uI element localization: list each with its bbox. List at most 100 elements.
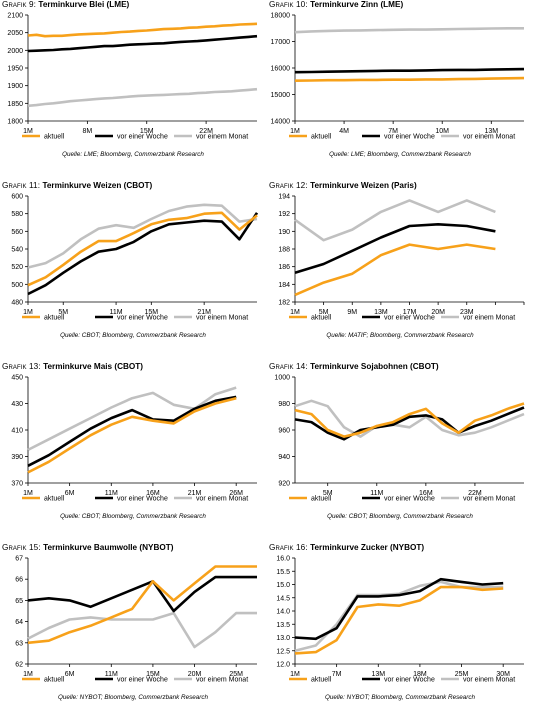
chart-title: Grafik 10: Terminkurve Zinn (LME) [269,0,403,9]
x-tick-label: 7M [388,128,398,135]
series-line [294,399,525,438]
x-tick-label: 6M [65,671,75,678]
chart-number: Grafik 9: [2,0,39,9]
series-line [27,87,258,108]
chart-number: Grafik 12: [269,181,311,190]
x-tick-label: 5M [319,309,329,316]
x-tick-label: 1M [23,490,33,497]
chart-number: Grafik 15: [2,543,44,552]
chart-source: Quelle: CBOT; Bloomberg, Commerzbank Res… [327,513,473,520]
x-tick-label: 25M [455,671,469,678]
chart-panel: 14000 15000 16000 17000 18000 1M 4M 7M 10M 13M akt… [267,0,533,179]
y-tick-label: 540 [11,247,23,254]
x-tick-label: 20M [188,671,202,678]
y-tick-label: 1000 [274,375,290,382]
legend-label: vor einem Monat [463,315,515,322]
x-tick-label: 22M [468,490,482,497]
x-tick-label: 1M [290,671,300,678]
x-tick-label: 30M [496,671,510,678]
legend-label: vor einem Monat [196,496,248,503]
y-tick-label: 14000 [271,119,291,126]
chart-source: Quelle: LME; Bloomberg, Commerzbank Rese… [329,151,471,158]
chart-svg: 182 184 186 188 190 192 194 1M 5M 9M 13M 17M 20M 23M a… [278,194,525,322]
y-tick-label: 1850 [7,101,23,108]
legend-label: vor einem Monat [463,677,515,684]
x-tick-label: 5M [58,309,68,316]
x-tick-label: 15M [144,309,158,316]
y-tick-label: 1800 [7,119,23,126]
legend-label: vor einem Monat [463,496,515,503]
y-tick-label: 520 [11,264,23,271]
chart-source: Quelle: CBOT; Bloomberg, Commerzbank Res… [60,513,206,520]
series-line [294,76,525,82]
chart-panel: 480 500 520 540 560 580 600 1M 5M 11M 15M 21M aktuel… [0,181,266,360]
x-tick-label: 1M [290,128,300,135]
x-tick-label: 4M [339,128,349,135]
y-tick-label: 480 [11,300,23,307]
series-line [294,222,496,275]
y-tick-label: 192 [278,211,290,218]
chart-panel: 1800 1850 1900 1950 2000 2050 2100 1M 8M 15M 22M ak… [0,0,266,179]
series-line [294,402,525,438]
chart-number: Grafik 16: [269,543,311,552]
y-tick-label: 500 [11,282,23,289]
y-tick-label: 182 [278,300,290,307]
chart-title: Grafik 11: Terminkurve Weizen (CBOT) [2,181,152,190]
x-tick-label: 1M [23,128,33,135]
legend-label: aktuell [311,677,332,684]
x-tick-label: 23M [460,309,474,316]
chart-panel: 920 940 960 980 1000 5M 11M 16M 22M aktuell vor ei… [267,362,533,541]
x-tick-label: 18M [413,671,427,678]
chart-title: Grafik 12: Terminkurve Weizen (Paris) [269,181,417,190]
legend-label: vor einem Monat [463,134,515,141]
legend-label: aktuell [311,315,332,322]
x-tick-label: 5M [323,490,333,497]
legend-label: vor einer Woche [117,315,168,322]
y-tick-label: 13.5 [276,622,290,629]
chart-panel: 182 184 186 188 190 192 194 1M 5M 9M 13M 17M 20M 23M a… [267,181,533,360]
y-tick-label: 66 [15,577,23,584]
x-tick-label: 15M [146,671,160,678]
chart-number: Grafik 11: [2,181,43,190]
series-line [27,34,258,53]
x-tick-label: 25M [229,671,243,678]
y-tick-label: 940 [278,454,290,461]
legend-label: vor einem Monat [196,134,248,141]
chart-name: Terminkurve Blei (LME) [38,0,130,9]
y-tick-label: 430 [11,401,23,408]
series-line [294,580,504,653]
legend-label: aktuell [44,677,65,684]
chart-name: Terminkurve Mais (CBOT) [43,362,144,371]
chart-title: Grafik 13: Terminkurve Mais (CBOT) [2,362,143,371]
series-line [27,395,237,467]
x-tick-label: 11M [105,671,118,678]
x-tick-label: 15M [140,128,154,135]
y-tick-label: 15.5 [276,569,290,576]
x-tick-label: 11M [110,309,123,316]
legend-label: aktuell [311,134,332,141]
y-tick-label: 194 [278,194,290,201]
y-tick-label: 960 [278,428,290,435]
x-tick-label: 16M [419,490,433,497]
y-tick-label: 920 [278,481,290,488]
chart-panel: 370 390 410 430 450 1M 6M 11M 16M 21M 26M aktuell vo… [0,362,266,541]
chart-svg: 14000 15000 16000 17000 18000 1M 4M 7M 10M 13M akt… [271,13,525,141]
y-tick-label: 190 [278,229,290,236]
y-tick-label: 2000 [7,48,23,55]
chart-svg: 920 940 960 980 1000 5M 11M 16M 22M aktuell vor ei… [274,375,525,503]
chart-name: Terminkurve Weizen (Paris) [310,181,417,190]
legend-label: vor einer Woche [117,134,168,141]
x-tick-label: 9M [347,309,357,316]
y-tick-label: 65 [15,598,23,605]
y-tick-label: 12.0 [276,662,290,669]
x-tick-label: 1M [23,309,33,316]
legend-label: aktuell [44,134,65,141]
chart-title: Grafik 16: Terminkurve Zucker (NYBOT) [269,543,424,552]
x-tick-label: 13M [374,309,388,316]
chart-title: Grafik 14: Terminkurve Sojabohnen (CBOT) [269,362,439,371]
x-tick-label: 13M [371,671,385,678]
series-line [294,243,496,297]
x-tick-label: 1M [23,671,33,678]
legend-label: aktuell [311,496,332,503]
x-tick-label: 22M [199,128,213,135]
